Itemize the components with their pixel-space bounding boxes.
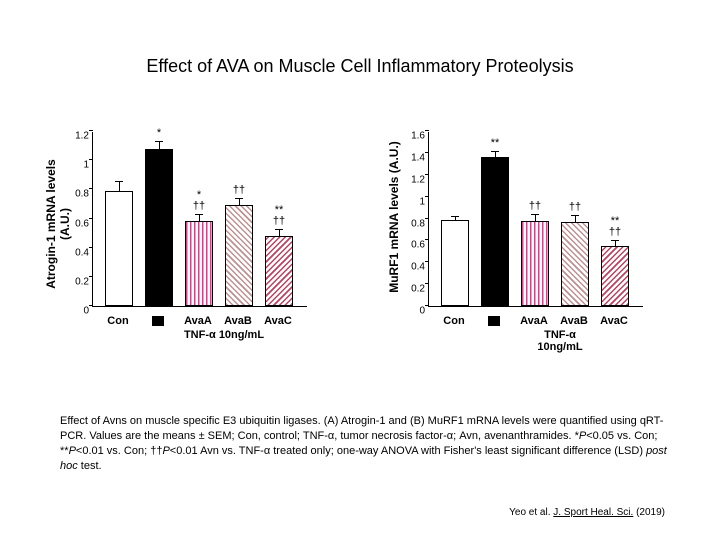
- error-bar: [455, 216, 456, 219]
- y-tick-label: 1.6: [411, 131, 425, 142]
- error-bar: [119, 181, 120, 191]
- bar: [145, 149, 173, 307]
- significance-marker: ††: [233, 185, 245, 196]
- bar: [265, 236, 293, 306]
- bar: [185, 221, 213, 306]
- x-category-label: AvaB: [220, 315, 256, 327]
- significance-marker: ††: [529, 201, 541, 212]
- y-tick-label: 0.2: [75, 276, 89, 287]
- y-axis-label: Atrogin-1 mRNA levels(A.U.): [44, 124, 72, 324]
- x-category-label: AvaB: [556, 315, 592, 327]
- error-bar: [159, 141, 160, 148]
- bar: [441, 220, 469, 306]
- y-tick-label: 1.2: [411, 174, 425, 185]
- bar: [105, 191, 133, 306]
- y-tick-label: 0: [83, 306, 89, 317]
- significance-marker: **††: [609, 216, 621, 238]
- figure-caption: Effect of Avns on muscle specific E3 ubi…: [60, 414, 670, 473]
- bar: [481, 157, 509, 306]
- significance-marker: *: [157, 128, 161, 139]
- x-category-label: AvaC: [596, 315, 632, 327]
- y-tick-label: 0: [419, 306, 425, 317]
- y-tick-label: 1.4: [411, 152, 425, 163]
- y-tick-label: 0.8: [411, 218, 425, 229]
- error-bar: [575, 215, 576, 222]
- y-axis-label: MuRF1 mRNA levels (A.U.): [387, 117, 401, 317]
- y-tick-label: 1: [83, 160, 89, 171]
- y-tick-label: 0.6: [411, 240, 425, 251]
- significance-marker: ††: [569, 202, 581, 213]
- bar: [561, 222, 589, 306]
- y-tick-label: 0.2: [411, 284, 425, 295]
- y-tick-label: 0.4: [411, 262, 425, 273]
- error-bar: [199, 214, 200, 221]
- murf1-chart: MuRF1 mRNA levels (A.U.) 0 0.2 0.4 0.6 0.8 1 1.…: [388, 0, 683, 400]
- significance-marker: *††: [193, 190, 205, 212]
- plot-area: 00.20.40.60.811.21.41.6**††††**††: [428, 132, 643, 307]
- plot-area: 00.20.40.60.811.2**††††**††: [92, 132, 307, 307]
- x-category-label: AvaA: [516, 315, 552, 327]
- x-group-label: TNF-α10ng/mL: [480, 329, 640, 353]
- y-tick-label: 1: [419, 196, 425, 207]
- error-bar: [615, 240, 616, 245]
- x-category-label: AvaC: [260, 315, 296, 327]
- x-category-label: AvaA: [180, 315, 216, 327]
- y-tick-label: 0.6: [75, 218, 89, 229]
- x-category-label: [476, 315, 512, 327]
- bar: [601, 246, 629, 306]
- error-bar: [535, 214, 536, 221]
- atrogin-chart: Atrogin-1 mRNA levels(A.U.)00.20.40.60.8…: [52, 0, 347, 400]
- y-tick-label: 0.8: [75, 189, 89, 200]
- citation: Yeo et al. J. Sport Heal. Sci. (2019): [509, 507, 665, 518]
- bar: [225, 205, 253, 306]
- significance-marker: **††: [273, 205, 285, 227]
- x-category-label: [140, 315, 176, 327]
- error-bar: [239, 198, 240, 205]
- x-category-label: Con: [436, 315, 472, 327]
- x-category-label: Con: [100, 315, 136, 327]
- y-tick-label: 1.2: [75, 131, 89, 142]
- bar: [521, 221, 549, 306]
- error-bar: [279, 229, 280, 236]
- error-bar: [495, 151, 496, 158]
- x-group-label: TNF-α 10ng/mL: [144, 329, 304, 341]
- y-tick-label: 0.4: [75, 247, 89, 258]
- significance-marker: **: [491, 138, 500, 149]
